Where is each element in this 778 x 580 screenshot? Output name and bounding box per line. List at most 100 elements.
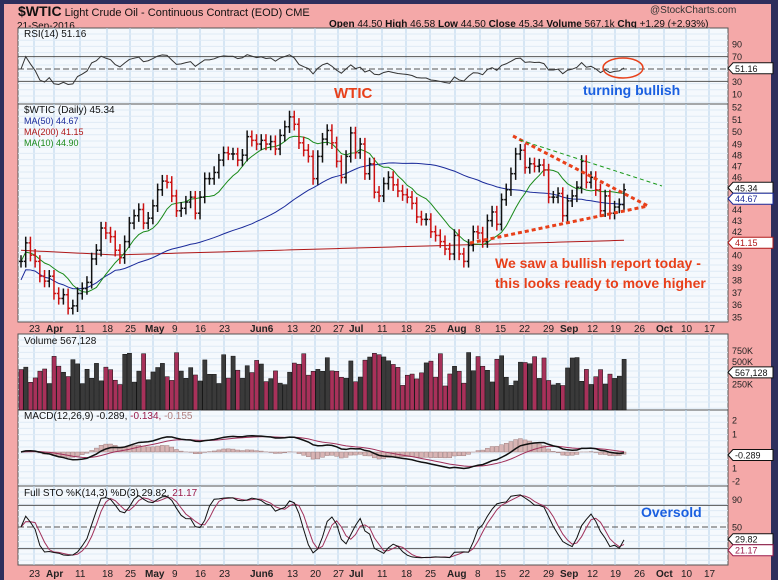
volume-bar <box>551 384 556 411</box>
price-bar <box>202 172 207 204</box>
ma50-marker: 44.67 <box>735 194 758 204</box>
macd-hist-bar <box>357 451 363 455</box>
volume-bar <box>475 356 481 411</box>
macd-hist-bar <box>221 448 226 453</box>
date-tick: 11 <box>75 569 86 580</box>
volume-bar <box>372 353 377 411</box>
ma10-legend: MA(10) 44.90 <box>24 138 79 148</box>
volume-bar <box>367 356 373 411</box>
price-bar <box>84 276 89 295</box>
date-tick: 12 <box>587 324 599 335</box>
close-marker-box <box>727 181 774 194</box>
sto-label: Full STO %K(14,3) %D(3) 29.82, 21.17 <box>24 488 197 499</box>
price-bar <box>504 183 509 206</box>
macd-hist-bar <box>456 451 462 457</box>
volume-axis-tick: 750K <box>732 346 753 356</box>
volume-bar <box>306 374 311 411</box>
price-bar <box>537 158 542 173</box>
volume-bar <box>127 352 132 411</box>
volume-bar <box>442 385 448 411</box>
price-bar <box>94 244 99 266</box>
date-tick: 23 <box>219 569 231 580</box>
report-annotation-2: this looks ready to move higher <box>495 275 706 291</box>
macd-hist-bar <box>315 451 321 460</box>
price-bar <box>259 134 264 151</box>
volume-bar <box>607 373 613 411</box>
macd-hist-bar <box>574 451 580 455</box>
price-bar <box>485 214 490 248</box>
price-bar <box>179 202 184 217</box>
price-label: $WTIC (Daily) 45.34 <box>24 105 115 116</box>
price-bar <box>296 118 301 149</box>
date-tick: 18 <box>401 569 413 580</box>
sto-d: 21.17 <box>172 488 198 499</box>
date-tick: 17 <box>704 569 716 580</box>
macd-hist-bar <box>324 451 330 456</box>
macd-hist-bar <box>155 445 160 453</box>
rsi-marker: 51.16 <box>735 64 758 74</box>
symbol: $WTIC <box>18 3 62 19</box>
volume-bar <box>230 355 236 411</box>
macd-axis-tick: 2 <box>732 416 737 426</box>
price-bar <box>160 174 165 196</box>
volume-bar <box>541 357 547 411</box>
volume-bar <box>315 369 321 411</box>
date-tick: 13 <box>287 324 299 335</box>
price-bar <box>23 236 28 268</box>
macd-hist-bar <box>362 451 368 457</box>
price-bar <box>311 150 316 185</box>
volume-bar <box>42 368 48 411</box>
volume-bar <box>555 383 561 411</box>
price-bar <box>249 130 254 147</box>
volume-bar <box>160 363 165 411</box>
volume-bar <box>94 363 99 411</box>
price-bar <box>527 157 532 174</box>
price-axis-tick: 46 <box>732 172 742 182</box>
date-tick: 23 <box>29 569 41 580</box>
turning-bullish-annotation: turning bullish <box>583 82 681 98</box>
price-bar <box>33 249 38 268</box>
volume-bar <box>136 370 142 411</box>
price-bar <box>235 147 240 167</box>
macd-hist-bar <box>98 445 104 453</box>
price-bar <box>589 171 594 189</box>
price-bar <box>51 270 56 300</box>
macd-hist-bar <box>240 450 245 453</box>
volume-bar <box>494 358 500 411</box>
macd-hist: -0.155 <box>164 411 193 422</box>
price-bar <box>565 194 570 222</box>
rsi-line <box>20 54 625 86</box>
macd-hist-bar <box>343 451 349 458</box>
volume-axis-tick: 250K <box>732 380 753 390</box>
price-axis-tick: 36 <box>732 300 742 310</box>
price-bar <box>263 134 268 151</box>
volume-label: Volume 567,128 <box>24 336 97 347</box>
volume-bar <box>240 377 245 411</box>
date-tick: 9 <box>172 569 178 580</box>
volume-bar <box>282 384 288 411</box>
volume-bar <box>188 367 194 411</box>
price-bar <box>508 167 513 196</box>
macd-hist-bar <box>513 439 518 453</box>
macd-hist-bar <box>235 449 240 453</box>
volume-bar <box>155 367 161 411</box>
price-bar <box>301 136 306 157</box>
price-axis-tick: 52 <box>732 103 742 113</box>
price-bar <box>245 130 250 162</box>
macd-hist-bar <box>339 451 344 459</box>
price-bar <box>122 235 127 264</box>
price-bar <box>113 230 118 257</box>
volume-bar <box>508 385 514 411</box>
macd-axis-tick: 1 <box>732 430 737 440</box>
volume-bar <box>579 380 585 411</box>
date-tick: Sep <box>560 324 578 335</box>
ma50-marker-box <box>727 192 774 205</box>
macd-hist-bar <box>414 451 419 458</box>
date-tick: 10 <box>681 324 693 335</box>
price-bar <box>292 110 297 131</box>
date-tick: 20 <box>310 324 322 335</box>
volume-bar <box>287 371 292 411</box>
price-bar <box>428 213 433 238</box>
price-bar <box>419 210 424 226</box>
